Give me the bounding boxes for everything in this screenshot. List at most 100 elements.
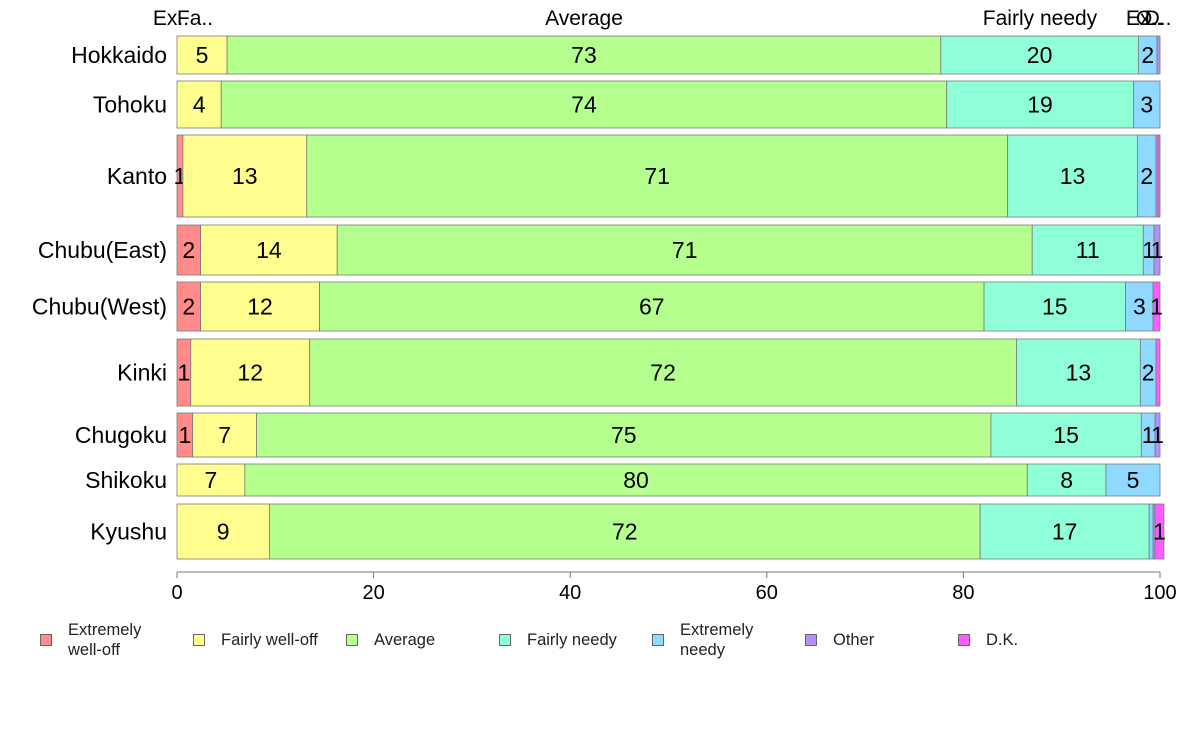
bar-segment (200, 224, 338, 276)
category-label: Kyushu (90, 519, 167, 545)
top-segment-label: O.. (1136, 7, 1164, 30)
bar-segment (226, 35, 942, 75)
data-label: 12 (247, 294, 273, 320)
bar-segment (182, 134, 308, 218)
data-label: 71 (644, 163, 670, 189)
legend-item: Extremely well-off (40, 620, 141, 660)
top-segment-label: Ex.. (1126, 7, 1162, 30)
bar-row-hokkaido: 5 73 20 2 (176, 35, 1161, 75)
data-label: 72 (612, 519, 638, 545)
data-label: 1 (1142, 237, 1155, 263)
bar-segment (946, 80, 1134, 129)
bar-segment (990, 412, 1142, 458)
category-label: Chugoku (75, 422, 167, 448)
data-label: 13 (232, 163, 258, 189)
data-label: 4 (193, 92, 206, 118)
data-label: 7 (218, 422, 231, 448)
data-label: 14 (256, 237, 282, 263)
data-label: 72 (650, 360, 676, 386)
bar-row-tohoku: 4 74 19 3 (176, 80, 1161, 129)
data-label: 74 (571, 92, 597, 118)
legend-item: Average (346, 630, 435, 650)
legend-label: Other (833, 631, 875, 649)
bar-segment (1105, 463, 1161, 497)
x-tick-label: 100 (1143, 582, 1176, 604)
x-tick-label: 20 (362, 582, 384, 604)
data-label: 7 (205, 467, 218, 493)
bar-segment (319, 281, 985, 332)
legend-item: Fairly needy (499, 630, 617, 650)
category-label: Chubu(West) (32, 294, 167, 320)
data-label: 20 (1027, 42, 1053, 68)
top-segment-labels: Ex..Fa.. Average Fairly needy Ex..O..D.. (153, 7, 1172, 30)
category-label: Chubu(East) (38, 237, 167, 263)
top-segment-label: Fairly needy (983, 7, 1098, 30)
category-label: Shikoku (85, 467, 167, 493)
bar-row-shikoku: 7 80 8 5 (176, 463, 1161, 497)
data-label: 2 (182, 237, 195, 263)
legend-item: D.K. (958, 630, 1018, 650)
bar-segment (200, 281, 320, 332)
data-label: 3 (1140, 92, 1153, 118)
category-label: Tohoku (93, 92, 167, 118)
category-label: Kanto (107, 163, 167, 189)
legend-swatch (652, 634, 664, 646)
data-label: 17 (1052, 519, 1078, 545)
data-label: 15 (1042, 294, 1068, 320)
bar-segment (1007, 134, 1138, 218)
legend-swatch (958, 634, 970, 646)
data-label: 19 (1027, 92, 1053, 118)
legend-swatch (193, 634, 205, 646)
bar-segment (1152, 281, 1161, 332)
bar-segment (306, 134, 1009, 218)
data-label: 5 (196, 42, 209, 68)
bar-row-chugoku: 1 7 75 15 11 (176, 412, 1164, 458)
top-segment-label: Fa.. (177, 7, 213, 30)
category-label: Kinki (117, 360, 167, 386)
data-label: 73 (571, 42, 597, 68)
legend-label: Extremely needy (680, 621, 754, 659)
legend-label: Extremely well-off (68, 621, 142, 659)
bar-segment (176, 35, 228, 75)
bar-segment (1026, 463, 1107, 497)
data-label: 75 (611, 422, 637, 448)
data-label: 11 (1076, 237, 1100, 263)
data-label: 3 (1133, 294, 1146, 320)
legend-swatch (346, 634, 358, 646)
bar-segment (1156, 35, 1161, 75)
bar-row-kanto: 1 13 71 13 2 (174, 134, 1161, 218)
legend-swatch (40, 634, 52, 646)
data-label: 9 (217, 519, 230, 545)
bar-segment (1154, 412, 1161, 458)
legend-item: Extremely needy (652, 620, 753, 660)
data-label: 1 (1153, 519, 1166, 545)
legend-item: Fairly well-off (193, 630, 318, 650)
data-label: 1 (177, 360, 190, 386)
x-tick-label: 40 (559, 582, 581, 604)
bar-segment (256, 412, 992, 458)
data-label: 2 (182, 294, 195, 320)
category-labels: Hokkaido Tohoku Kanto Chubu(East) Chubu(West… (32, 42, 167, 545)
bar-segment (979, 503, 1150, 560)
x-tick-label: 60 (756, 582, 778, 604)
bar-segment (983, 281, 1126, 332)
data-label: 1 (1151, 237, 1164, 263)
x-axis: 0 20 40 60 80 100 (171, 571, 1177, 604)
data-label: 1 (1151, 422, 1164, 448)
legend: Extremely well-off Fairly well-off Average F… (0, 615, 1188, 675)
data-label: 1 (1142, 422, 1155, 448)
data-label: 15 (1053, 422, 1079, 448)
bar-segment (1125, 281, 1154, 332)
bar-segment (1157, 134, 1161, 218)
bar-segment (1016, 338, 1141, 407)
bar-row-kinki: 1 12 72 13 2 (176, 338, 1161, 407)
data-label: 2 (1141, 42, 1154, 68)
top-segment-label: Ex.. (153, 7, 189, 30)
legend-label: Average (374, 631, 436, 649)
top-segment-label: D.. (1145, 7, 1172, 30)
x-tick-label: 80 (952, 582, 974, 604)
data-label: 1 (178, 422, 191, 448)
data-label: 13 (1060, 163, 1086, 189)
bar-segment (192, 412, 258, 458)
